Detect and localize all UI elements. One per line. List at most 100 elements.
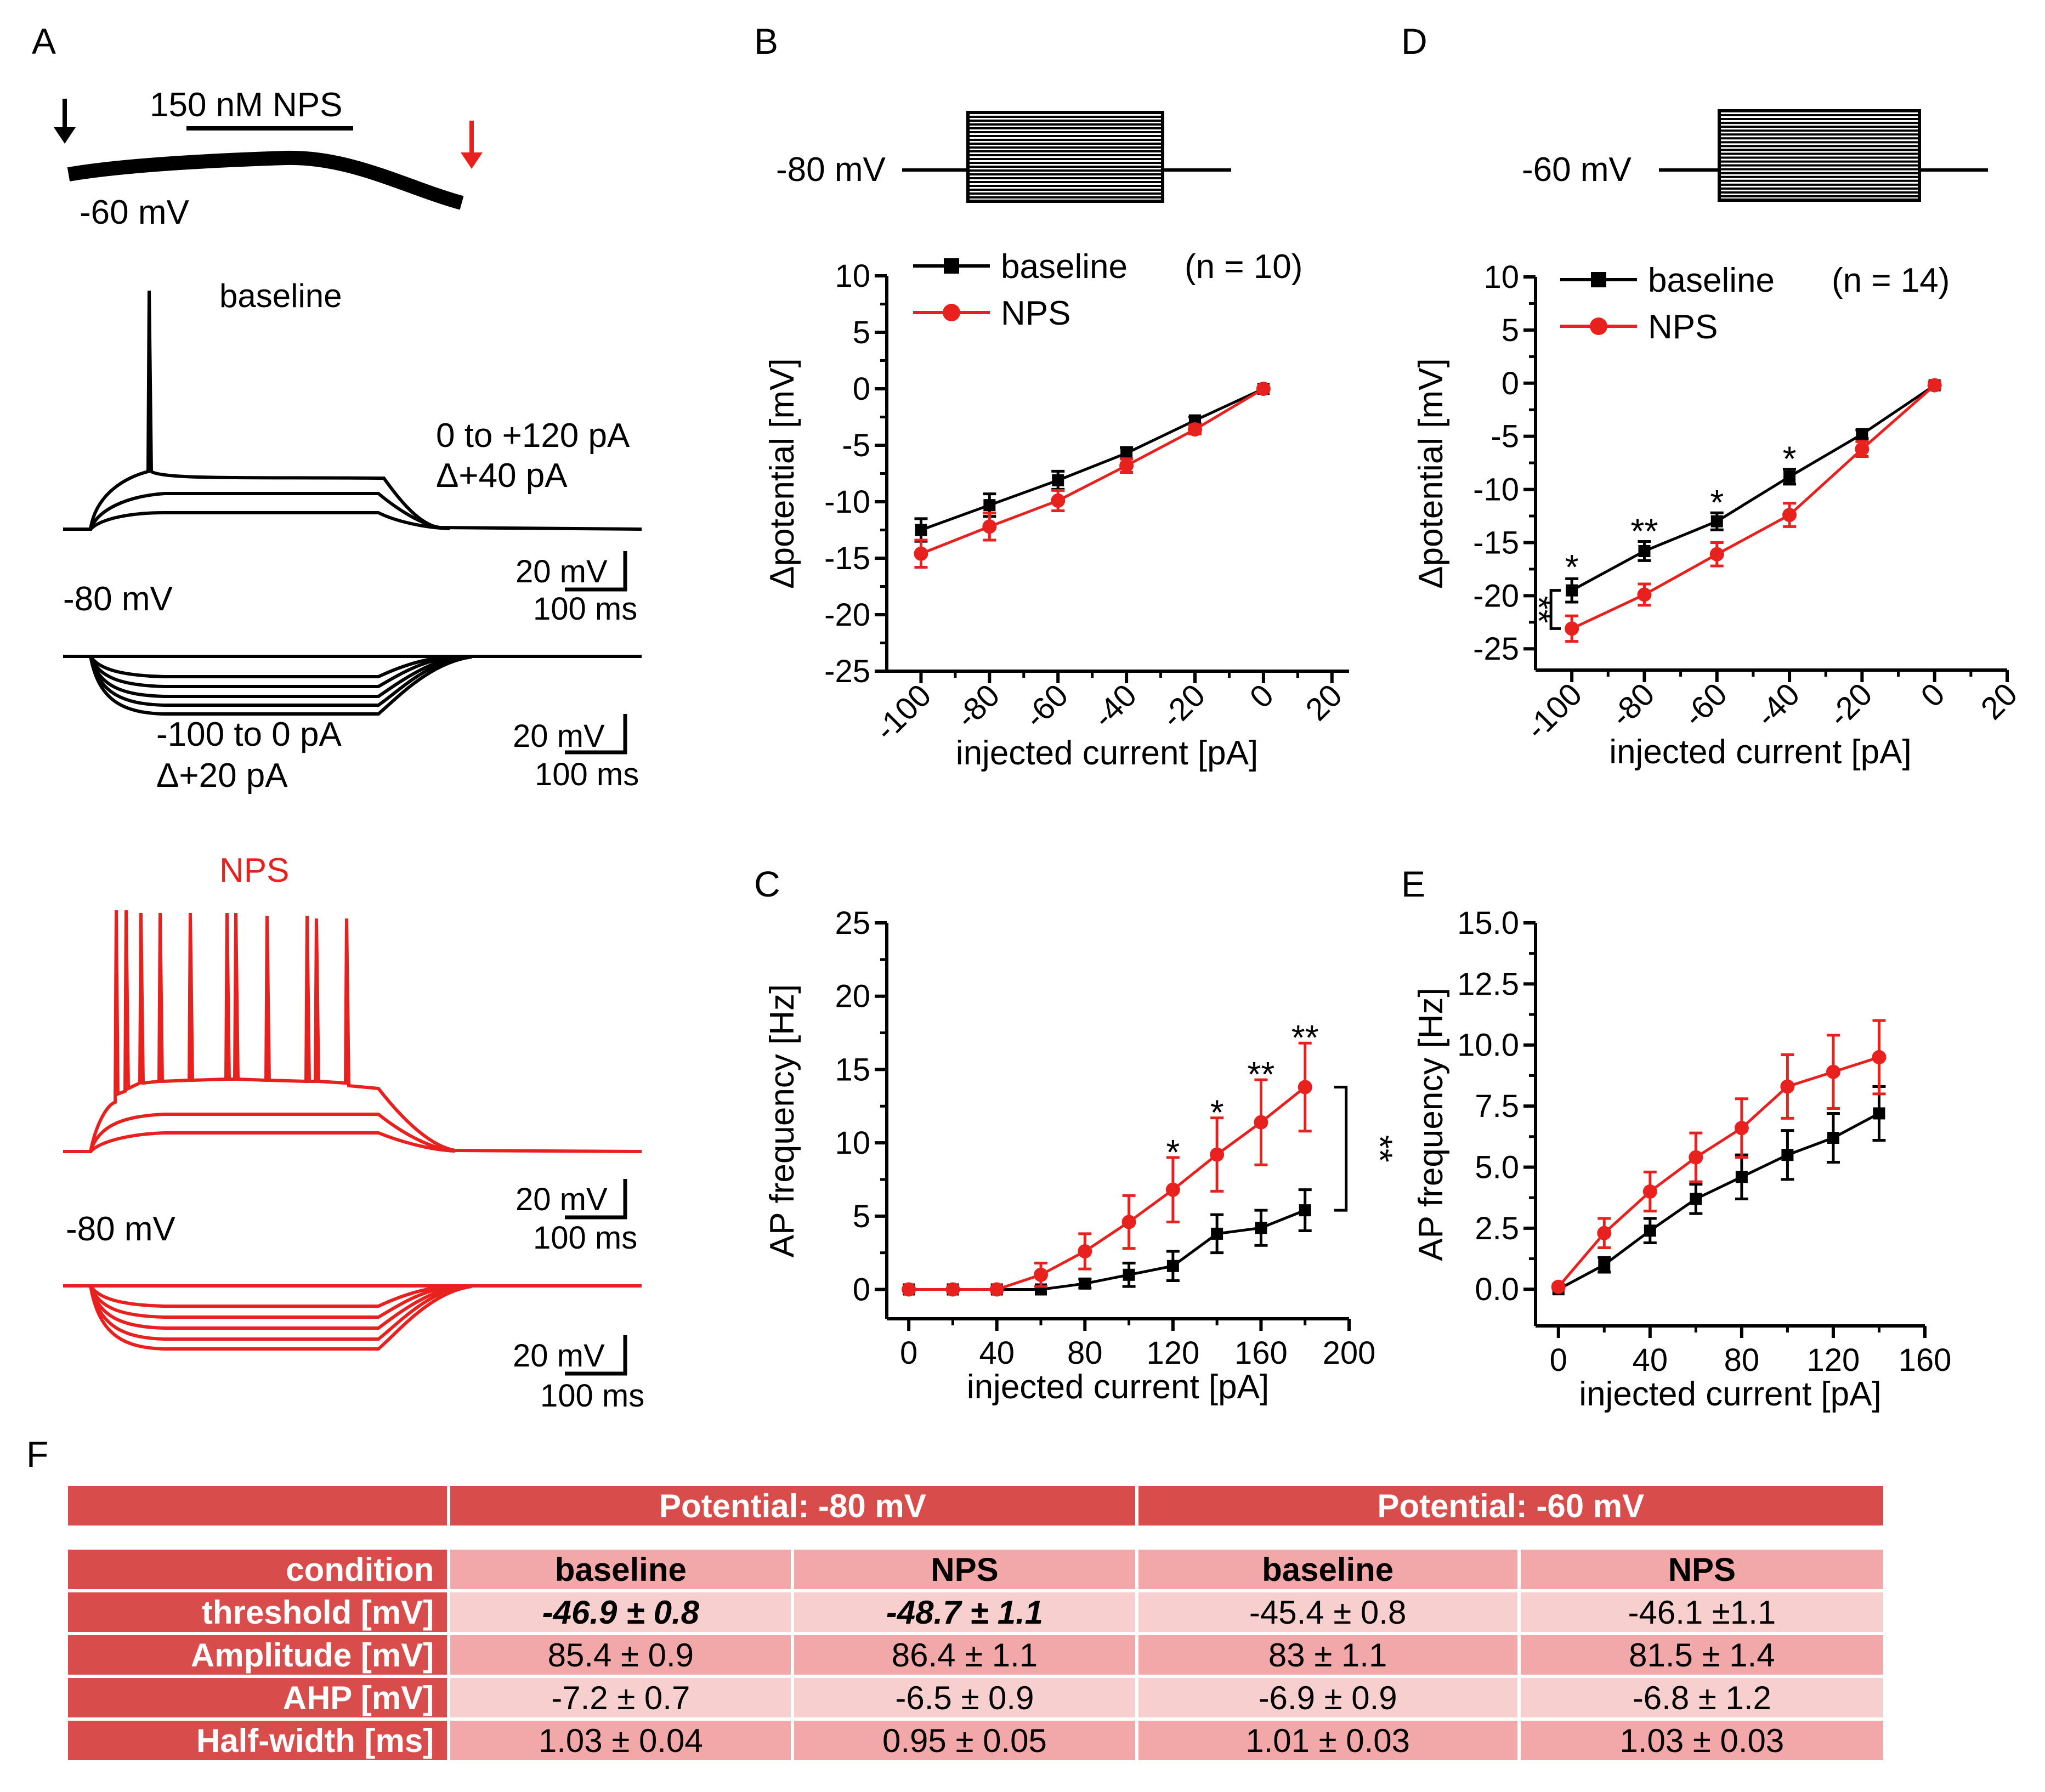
table-cell: 1.01 ± 0.03 <box>1138 1721 1517 1760</box>
y-tick-label: 0 <box>1502 366 1519 401</box>
x-tick-label: 0 <box>900 1335 917 1371</box>
significance-marker: ** <box>1291 1018 1319 1057</box>
table-cell: -6.5 ± 0.9 <box>794 1678 1135 1717</box>
x-tick-label: 80 <box>1724 1342 1760 1378</box>
legend-nps-marker <box>943 304 960 321</box>
nps-data-point <box>1780 1079 1795 1094</box>
nps-series-line <box>1571 384 1936 630</box>
nps-hyperpolarizing-traces <box>63 1284 642 1351</box>
table-cell: -45.4 ± 0.8 <box>1138 1592 1517 1632</box>
nps-data-point <box>1927 378 1942 393</box>
y-tick-label: 2.5 <box>1475 1211 1519 1246</box>
x-tick-label: -40 <box>1749 676 1806 734</box>
nps-data-point <box>945 1282 960 1297</box>
scale-bar-1: 20 mV 100 ms <box>516 551 637 627</box>
column-header: baseline <box>450 1550 791 1589</box>
legend-nps-label: NPS <box>1648 308 1718 346</box>
baseline-data-point <box>1598 1258 1611 1271</box>
panel-label-b: B <box>754 21 778 61</box>
x-tick-label: -100 <box>1519 676 1589 746</box>
chart-c: 0 5 10 15 20 25 0 40 80 120 160 200 injected current… <box>763 905 1400 1406</box>
baseline-data-point <box>1079 1277 1091 1290</box>
scale-bar-2: 20 mV 100 ms <box>513 714 639 792</box>
baseline-title: baseline <box>219 277 342 314</box>
row-label: threshold [mV] <box>68 1592 447 1632</box>
nps-data-point <box>1078 1244 1092 1258</box>
y-tick-label: -15 <box>1473 525 1519 560</box>
table-cell: -6.8 ± 1.2 <box>1520 1678 1883 1717</box>
y-axis-label: Δpotential [mV] <box>763 358 801 589</box>
electrophysiology-table: Potential: -80 mV Potential: -60 mV cond… <box>65 1483 1887 1763</box>
svg-text:20 mV: 20 mV <box>516 554 608 589</box>
legend-n-label: (n = 14) <box>1832 262 1950 299</box>
x-tick-label: 0 <box>1243 677 1281 715</box>
panel-label-a: A <box>32 21 56 61</box>
x-tick-label: -80 <box>1604 676 1661 734</box>
drug-bar-label: 150 nM NPS <box>150 86 343 124</box>
nps-data-point <box>1188 422 1202 437</box>
nps-data-point <box>1565 621 1579 636</box>
y-tick-label: 12.5 <box>1457 966 1519 1002</box>
x-tick-label: -20 <box>1154 677 1212 735</box>
baseline-data-point <box>1120 447 1133 460</box>
y-tick-label: -25 <box>824 654 870 689</box>
column-header: NPS <box>794 1550 1135 1589</box>
protocol-d-holding: -60 mV <box>1522 151 1632 189</box>
y-tick-label: -5 <box>1491 419 1519 455</box>
column-header: NPS <box>1520 1550 1883 1589</box>
baseline-data-point <box>1211 1227 1223 1240</box>
baseline-depolarizing-traces <box>63 290 642 531</box>
depol-step-label: 0 to +120 pA <box>436 417 630 455</box>
legend-baseline-marker <box>1591 272 1606 287</box>
x-tick-label: -60 <box>1017 677 1075 735</box>
svg-text:20 mV: 20 mV <box>513 718 605 754</box>
x-axis-label: injected current [pA] <box>1609 733 1911 771</box>
table-cell: 83 ± 1.1 <box>1138 1635 1517 1675</box>
svg-text:100 ms: 100 ms <box>535 757 639 792</box>
x-tick-label: 40 <box>1633 1342 1668 1378</box>
y-axis-label: AP frequency [Hz] <box>1412 988 1450 1261</box>
table-cell: 86.4 ± 1.1 <box>794 1635 1135 1675</box>
nps-series-line <box>920 387 1265 555</box>
nps-data-point <box>902 1282 916 1297</box>
x-tick-label: 200 <box>1323 1335 1376 1371</box>
x-tick-label: -20 <box>1821 676 1879 734</box>
nps-data-point <box>1165 1182 1180 1197</box>
table-cell: 81.5 ± 1.4 <box>1520 1635 1883 1675</box>
nps-data-point <box>982 519 997 534</box>
nps-series-line <box>1557 1056 1880 1288</box>
table-cell: -6.9 ± 0.9 <box>1138 1678 1517 1717</box>
significance-marker: * <box>1565 547 1579 587</box>
nps-data-point <box>1051 493 1066 508</box>
y-tick-label: 15.0 <box>1457 905 1519 941</box>
baseline-series-line <box>1557 1112 1880 1291</box>
baseline-data-point <box>1638 545 1651 557</box>
nps-series-line <box>909 1086 1306 1291</box>
baseline-data-point <box>1166 1260 1179 1272</box>
table-cell: 85.4 ± 0.9 <box>450 1635 791 1675</box>
x-tick-label: -60 <box>1676 676 1734 734</box>
baseline-series-line <box>920 387 1264 531</box>
x-tick-label: 20 <box>1299 677 1349 728</box>
chart-d: 10 5 0 -5 -10 -15 -20 -25-100 -80 -60 -40 -20 0 20 inj… <box>1412 259 2024 771</box>
nps-depolarizing-traces <box>63 910 642 1153</box>
panel-label-e: E <box>1401 864 1425 904</box>
protocol-b-holding: -80 mV <box>776 151 886 189</box>
hyperpol-increment-label: Δ+20 pA <box>156 757 288 795</box>
y-tick-label: 5 <box>853 315 870 350</box>
x-tick-label: 0 <box>1914 676 1952 714</box>
protocol-b-steps <box>968 116 1163 199</box>
depol-increment-label: Δ+40 pA <box>436 457 568 495</box>
baseline-data-point <box>1690 1193 1702 1205</box>
legend-nps-label: NPS <box>1001 294 1070 332</box>
drug-onset-arrow-icon <box>54 99 76 144</box>
nps-data-point <box>1210 1147 1225 1162</box>
baseline-data-point <box>1566 584 1578 597</box>
holding-potential-trace <box>67 150 464 210</box>
y-tick-label: 15 <box>835 1052 870 1087</box>
baseline-data-point <box>983 499 996 512</box>
bracket-label: ** <box>1361 1135 1400 1162</box>
significance-marker: * <box>1210 1093 1224 1132</box>
row-label: AHP [mV] <box>68 1678 447 1717</box>
baseline-data-point <box>1710 515 1723 528</box>
